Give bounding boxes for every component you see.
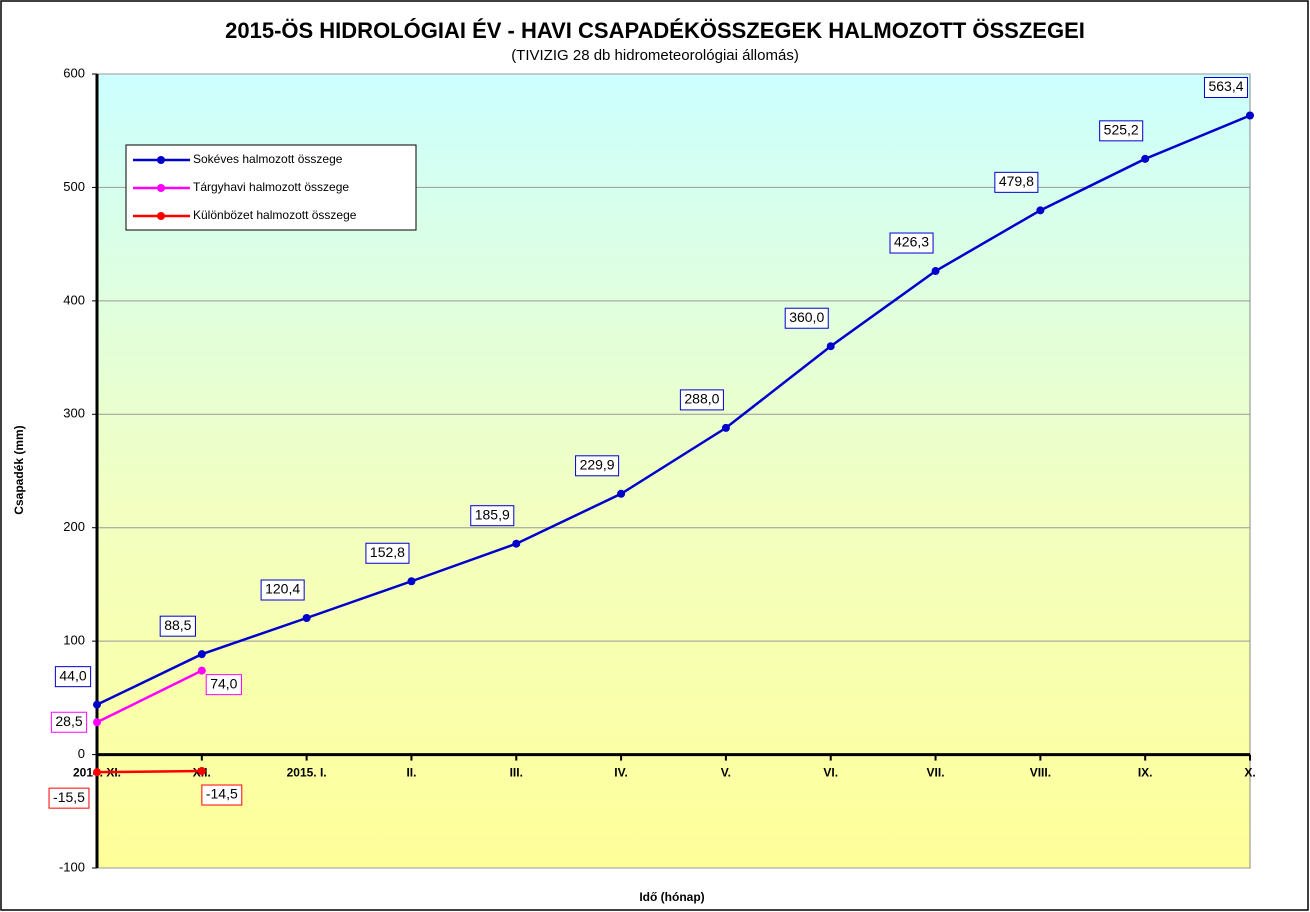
value-label: 185,9 [475, 506, 510, 522]
value-label: 28,5 [55, 713, 82, 729]
y-tick-label: 600 [63, 65, 85, 80]
value-label-box [159, 615, 196, 637]
point [302, 614, 311, 623]
x-tick-label: IX. [1138, 766, 1153, 780]
y-tick-label: -100 [59, 859, 85, 874]
x-tick-label: X. [1244, 766, 1255, 780]
x-tick-label: III. [510, 766, 523, 780]
value-label: 426,3 [894, 234, 929, 250]
value-label: 88,5 [164, 617, 191, 633]
value-label-box [1203, 77, 1249, 99]
point [93, 718, 101, 727]
point [93, 700, 101, 709]
y-tick-label: 400 [63, 292, 85, 307]
point [512, 539, 521, 548]
value-label-box [784, 307, 829, 329]
x-tick-label: VII. [927, 766, 945, 780]
x-tick-label: V. [721, 766, 731, 780]
value-label-box [365, 542, 410, 564]
y-tick-label: 0 [78, 746, 85, 761]
value-label-box [470, 505, 515, 527]
point [1246, 111, 1254, 120]
value-label: 525,2 [1104, 122, 1139, 138]
y-tick-label: 200 [63, 519, 85, 534]
value-label-box [575, 455, 620, 477]
x-tick-label: II. [406, 766, 416, 780]
value-label: 152,8 [370, 544, 405, 560]
point [617, 489, 626, 498]
x-tick-label: 2015. I. [287, 766, 327, 780]
legend-marker [157, 212, 165, 220]
point [1141, 154, 1150, 163]
y-tick-label: 500 [63, 179, 85, 194]
chart-subtitle: (TIVIZIG 28 db hidrometeorológiai állomá… [511, 47, 799, 64]
value-label-box [50, 711, 88, 733]
value-label: 479,8 [999, 173, 1034, 189]
point [721, 423, 730, 432]
value-label-box [205, 674, 242, 696]
point [197, 666, 206, 675]
value-label: 360,0 [789, 309, 824, 325]
value-label-box [1099, 120, 1144, 142]
x-tick-label: VIII. [1030, 766, 1051, 780]
legend-marker [157, 156, 165, 164]
value-label: 563,4 [1208, 78, 1243, 94]
legend-marker [157, 184, 165, 192]
value-label-box [201, 784, 243, 806]
y-tick-label: 100 [63, 633, 85, 648]
series-line [96, 114, 1251, 706]
value-label-box [54, 666, 92, 688]
value-label-box [679, 389, 724, 411]
value-label: -15,5 [53, 789, 85, 805]
value-label-box [260, 579, 305, 601]
value-label: -14,5 [206, 786, 238, 802]
x-tick-label: VI. [823, 766, 838, 780]
value-label-box [994, 171, 1039, 193]
value-label-box [889, 232, 934, 254]
value-label: 74,0 [210, 675, 237, 691]
y-tick-label: 300 [63, 406, 85, 421]
legend-label: Sokéves halmozott összege [193, 152, 343, 166]
value-label: 229,9 [580, 457, 615, 473]
legend-label: Tárgyhavi halmozott összege [193, 180, 349, 194]
point [197, 767, 206, 776]
y-axis-label: Csapadék (mm) [12, 425, 26, 514]
x-tick-label: IV. [614, 766, 628, 780]
point [826, 342, 835, 351]
chart-title: 2015-ÖS HIDROLÓGIAI ÉV - HAVI CSAPADÉKÖS… [225, 18, 1085, 43]
legend: Sokéves halmozott összege Tárgyhavi halmo… [125, 144, 417, 231]
series-line [96, 769, 202, 774]
point [93, 768, 101, 777]
legend-label: Különbözet halmozott összege [193, 208, 357, 222]
value-label-box [48, 787, 90, 809]
point [1036, 206, 1045, 215]
point [931, 267, 940, 276]
point [197, 650, 206, 659]
series-line [96, 669, 203, 724]
value-label: 120,4 [265, 581, 300, 597]
value-label: 44,0 [59, 667, 86, 683]
marks: 44,0 88,5 120,4 152,8 185,9 229,9 288,0 360,0 42… [48, 77, 1254, 809]
x-axis-label: Idő (hónap) [639, 890, 704, 904]
value-label: 288,0 [684, 391, 719, 407]
point [407, 577, 416, 586]
